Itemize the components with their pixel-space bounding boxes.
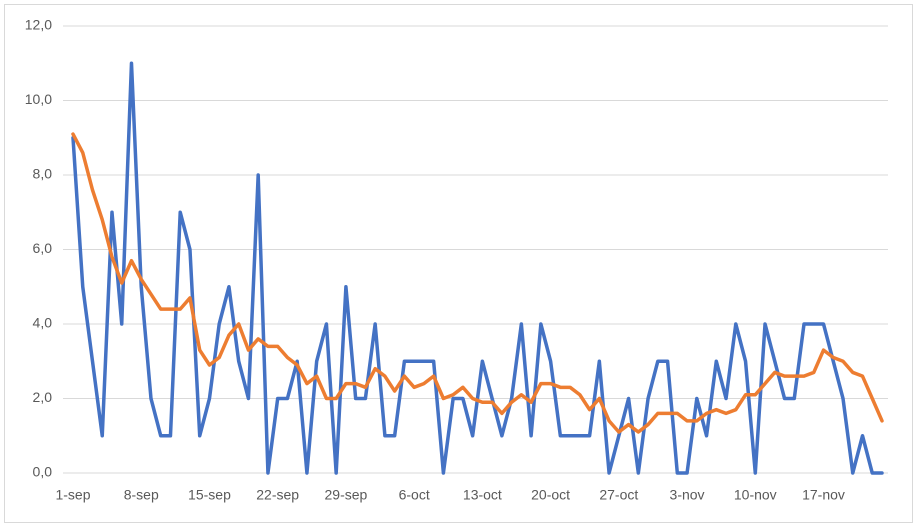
x-tick-label: 17-nov	[802, 487, 845, 503]
x-tick-label: 15-sep	[188, 487, 231, 503]
y-tick-label: 4,0	[33, 315, 53, 331]
y-tick-label: 0,0	[33, 464, 53, 480]
x-tick-label: 13-oct	[463, 487, 502, 503]
x-tick-label: 22-sep	[256, 487, 299, 503]
x-tick-label: 8-sep	[124, 487, 159, 503]
x-tick-label: 20-oct	[531, 487, 570, 503]
series-line	[71, 132, 884, 434]
y-tick-label: 8,0	[33, 166, 53, 182]
chart-frame	[4, 4, 913, 523]
y-tick-label: 10,0	[25, 91, 52, 107]
x-tick-label: 29-sep	[325, 487, 368, 503]
x-tick-label: 27-oct	[599, 487, 638, 503]
x-tick-label: 6-oct	[399, 487, 430, 503]
y-tick-label: 2,0	[33, 389, 53, 405]
x-tick-label: 10-nov	[734, 487, 777, 503]
x-tick-label: 1-sep	[55, 487, 90, 503]
x-tick-label: 3-nov	[670, 487, 705, 503]
y-tick-label: 6,0	[33, 240, 53, 256]
y-tick-label: 12,0	[25, 17, 52, 33]
